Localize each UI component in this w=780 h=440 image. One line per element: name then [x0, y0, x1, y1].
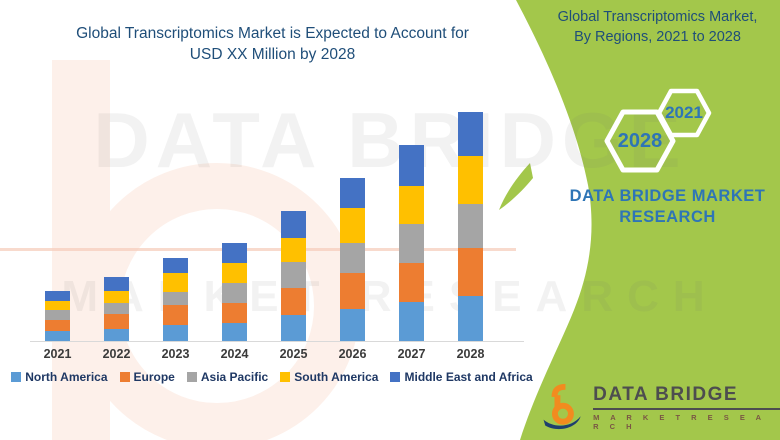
bar-segment-south-america-2024 [222, 263, 247, 283]
bar-segment-north-america-2024 [222, 323, 247, 341]
bar-segment-europe-2028 [458, 248, 483, 296]
hexagon-badge-2028: 2028 [604, 109, 676, 173]
chart-title-line2: USD XX Million by 2028 [189, 45, 356, 63]
bar-segment-middle-east-and-africa-2022 [104, 277, 129, 291]
x-axis-label-2027: 2027 [397, 347, 426, 361]
bar-segment-middle-east-and-africa-2021 [45, 291, 70, 301]
x-axis-line [30, 341, 524, 342]
x-axis-label-2022: 2022 [102, 347, 131, 361]
panel-title: Global Transcriptomics Market, By Region… [535, 7, 780, 48]
legend-label-south-america: South America [294, 370, 379, 384]
x-axis-label-2026: 2026 [338, 347, 367, 361]
bar-segment-middle-east-and-africa-2027 [399, 145, 424, 186]
x-axis-label-2023: 2023 [161, 347, 190, 361]
x-axis-label-2021: 2021 [43, 347, 72, 361]
legend-swatch-north-america [11, 372, 22, 382]
bar-segment-middle-east-and-africa-2025 [281, 211, 306, 238]
bar-segment-europe-2021 [45, 320, 70, 331]
legend-swatch-europe [119, 372, 130, 382]
legend-swatch-south-america [280, 372, 291, 382]
legend-swatch-middle-east-and-africa [390, 372, 401, 382]
bar-segment-north-america-2022 [104, 329, 129, 341]
bar-segment-asia-pacific-2023 [163, 292, 188, 305]
brand-caption-line1: DATA BRIDGE MARKET [569, 187, 766, 205]
bar-segment-south-america-2022 [104, 291, 129, 303]
hexagon-outline-icon [604, 109, 676, 173]
logo-name-text: DATA BRIDGE [593, 384, 780, 410]
logo-wordmark: DATA BRIDGE M A R K E T R E S E A R C H [593, 384, 780, 431]
legend-item-south-america: South America [280, 370, 378, 384]
bar-segment-asia-pacific-2021 [45, 310, 70, 320]
bar-segment-north-america-2023 [163, 325, 188, 341]
bar-segment-asia-pacific-2026 [340, 243, 365, 273]
bar-segment-south-america-2027 [399, 186, 424, 224]
bar-segment-middle-east-and-africa-2026 [340, 178, 365, 208]
bar-segment-middle-east-and-africa-2024 [222, 243, 247, 263]
bar-segment-south-america-2023 [163, 273, 188, 292]
bar-segment-south-america-2025 [281, 238, 306, 262]
green-panel-shape [516, 0, 780, 440]
bar-segment-south-america-2026 [340, 208, 365, 243]
bar-segment-north-america-2027 [399, 302, 424, 341]
watermark-underline [0, 248, 516, 251]
panel-title-line2: By Regions, 2021 to 2028 [574, 29, 741, 46]
bar-segment-asia-pacific-2024 [222, 283, 247, 303]
x-axis-label-2024: 2024 [220, 347, 249, 361]
legend-swatch-asia-pacific [186, 372, 197, 382]
chart-title: Global Transcriptomics Market is Expecte… [20, 24, 525, 66]
legend-label-middle-east-and-africa: Middle East and Africa [404, 370, 533, 384]
bar-segment-asia-pacific-2022 [104, 303, 129, 314]
bar-segment-europe-2023 [163, 305, 188, 325]
bar-segment-middle-east-and-africa-2028 [458, 112, 483, 156]
chart-legend: North America Europe Asia Pacific South Ame… [11, 370, 533, 384]
brand-caption: DATA BRIDGE MARKET RESEARCH [555, 186, 780, 229]
bar-segment-middle-east-and-africa-2023 [163, 258, 188, 273]
bar-segment-south-america-2028 [458, 156, 483, 204]
watermark-text-databridge: DATA BRIDGE [93, 96, 687, 184]
x-axis-label-2028: 2028 [456, 347, 485, 361]
legend-item-asia-pacific: Asia Pacific [186, 370, 269, 384]
x-axis-label-2025: 2025 [279, 347, 308, 361]
green-wedge-accent [499, 163, 533, 210]
brand-caption-line2: RESEARCH [619, 208, 716, 227]
bar-segment-north-america-2021 [45, 331, 70, 341]
bar-segment-europe-2026 [340, 273, 365, 309]
hexagon-year-label: 2021 [665, 103, 703, 122]
panel-title-line1: Global Transcriptomics Market, [557, 9, 758, 25]
hexagon-year-label: 2028 [617, 129, 663, 152]
legend-label-north-america: North America [25, 370, 108, 384]
bar-segment-europe-2025 [281, 288, 306, 315]
logo-subtitle-text: M A R K E T R E S E A R C H [593, 412, 766, 431]
bar-segment-asia-pacific-2025 [281, 262, 306, 288]
bar-segment-north-america-2026 [340, 309, 365, 341]
bar-segment-north-america-2028 [458, 296, 483, 341]
bar-segment-asia-pacific-2027 [399, 224, 424, 263]
bar-segment-europe-2024 [222, 303, 247, 323]
legend-item-europe: Europe [119, 370, 175, 384]
legend-item-middle-east-and-africa: Middle East and Africa [390, 370, 533, 384]
bar-segment-north-america-2025 [281, 315, 306, 341]
data-bridge-logo: DATA BRIDGE M A R K E T R E S E A R C H [541, 380, 780, 434]
chart-title-line1: Global Transcriptomics Market is Expecte… [76, 25, 469, 42]
bar-segment-europe-2022 [104, 314, 129, 329]
legend-item-north-america: North America [11, 370, 108, 384]
bar-segment-europe-2027 [399, 263, 424, 302]
legend-label-asia-pacific: Asia Pacific [200, 370, 269, 384]
bar-segment-asia-pacific-2028 [458, 204, 483, 248]
bar-segment-south-america-2021 [45, 301, 70, 310]
legend-label-europe: Europe [133, 370, 175, 384]
data-bridge-b-icon [543, 383, 581, 430]
